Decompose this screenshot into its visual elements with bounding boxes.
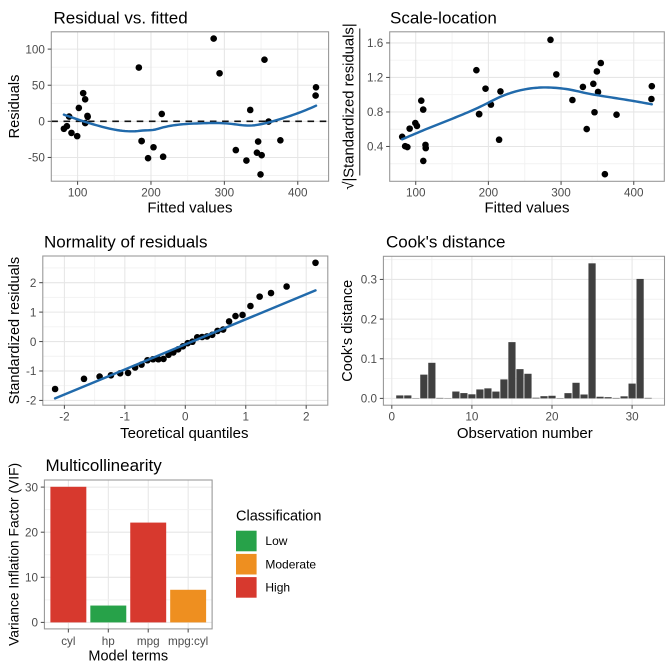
svg-text:-2: -2 [59,411,69,424]
svg-text:Scale-location: Scale-location [390,9,497,28]
svg-text:Variance Inflation Factor (VIF: Variance Inflation Factor (VIF) [7,463,22,646]
svg-text:Moderate: Moderate [265,557,316,571]
svg-text:0: 0 [31,617,38,630]
svg-text:100: 100 [25,43,45,56]
svg-text:200: 200 [479,187,499,200]
svg-text:50: 50 [32,79,46,92]
svg-text:High: High [265,581,290,595]
svg-text:Cook's distance: Cook's distance [340,280,356,382]
svg-text:-50: -50 [28,152,45,165]
svg-text:10: 10 [465,411,479,424]
svg-text:Teoretical quantiles: Teoretical quantiles [120,425,248,442]
svg-text:Fitted values: Fitted values [484,199,569,216]
svg-text:0.0: 0.0 [361,393,378,406]
svg-text:1.6: 1.6 [367,37,383,50]
svg-text:Cook's distance: Cook's distance [386,233,505,252]
svg-text:0: 0 [38,116,45,129]
svg-text:1.2: 1.2 [367,72,383,85]
svg-text:Residual vs. fitted: Residual vs. fitted [54,9,188,28]
svg-text:Observation number: Observation number [457,425,593,442]
svg-text:-2: -2 [26,395,36,408]
svg-text:2: 2 [303,411,310,424]
svg-text:400: 400 [288,187,308,200]
svg-text:300: 300 [551,187,571,200]
svg-text:Residuals: Residuals [7,75,23,139]
svg-text:Fitted values: Fitted values [147,199,232,216]
svg-text:Normality of residuals: Normality of residuals [44,233,207,252]
svg-text:2: 2 [30,277,37,290]
svg-text:0.1: 0.1 [361,353,377,366]
svg-text:0.4: 0.4 [367,141,384,154]
svg-text:-1: -1 [120,411,130,424]
svg-text:cyl: cyl [61,635,75,648]
svg-text:200: 200 [141,187,161,200]
svg-text:100: 100 [68,187,88,200]
svg-text:400: 400 [624,187,644,200]
svg-text:Classification: Classification [236,509,321,525]
svg-text:-1: -1 [26,365,36,378]
svg-text:0.8: 0.8 [367,106,383,119]
svg-text:10: 10 [25,572,39,585]
svg-text:0: 0 [389,411,396,424]
svg-text:Model terms: Model terms [88,649,168,665]
svg-text:0: 0 [30,336,37,349]
svg-text:0: 0 [182,411,189,424]
svg-text:20: 20 [545,411,559,424]
svg-text:Multicollinearity: Multicollinearity [46,456,163,475]
svg-text:0.3: 0.3 [361,274,377,287]
svg-text:300: 300 [215,187,235,200]
svg-text:0.2: 0.2 [361,313,377,326]
svg-text:Low: Low [265,534,287,548]
svg-text:√|Standardized residuals|: √|Standardized residuals| [342,23,358,189]
svg-text:mpg:cyl: mpg:cyl [168,635,208,648]
svg-text:mpg: mpg [137,635,160,648]
svg-text:30: 30 [25,481,39,494]
svg-text:100: 100 [406,187,426,200]
svg-text:Standardized residuals: Standardized residuals [7,257,23,405]
svg-text:1: 1 [242,411,249,424]
svg-text:20: 20 [25,526,39,539]
svg-text:1: 1 [30,306,37,319]
svg-text:hp: hp [102,635,116,648]
svg-text:30: 30 [626,411,640,424]
